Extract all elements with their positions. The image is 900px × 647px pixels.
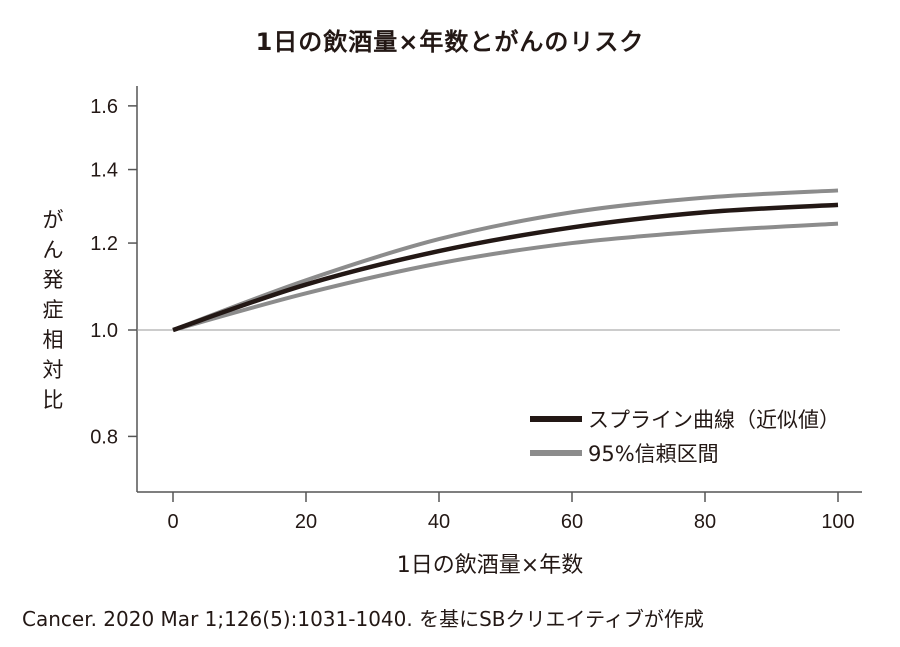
x-tick-label: 80 (694, 511, 716, 533)
y-ticks: 0.8 1.0 1.2 1.4 1.6 (90, 96, 137, 448)
legend: スプライン曲線（近似値） 95%信頼区間 (530, 402, 840, 470)
y-axis-label-char: 発 (42, 268, 64, 292)
curves (172, 188, 839, 333)
y-axis-label-char: が (42, 208, 64, 232)
y-tick-label: 1.0 (90, 320, 118, 342)
spline-curve (172, 202, 839, 333)
legend-swatch-ci (530, 450, 582, 456)
y-axis-label-char: 相 (42, 328, 64, 352)
x-tick-label: 60 (561, 511, 583, 533)
y-tick-label: 1.4 (90, 160, 118, 182)
x-axis-label: 1日の飲酒量×年数 (396, 553, 584, 578)
x-ticks: 0 20 40 60 80 100 (167, 492, 855, 533)
y-axis-label-char: ん (42, 238, 64, 262)
legend-label-ci: 95%信頼区間 (588, 442, 719, 466)
y-tick-label: 1.6 (90, 96, 118, 118)
x-tick-label: 0 (167, 511, 178, 533)
y-axis-label-char: 比 (42, 388, 64, 412)
x-tick-label: 100 (821, 511, 854, 533)
ci-lower-curve (172, 221, 839, 332)
y-tick-label: 0.8 (90, 426, 118, 448)
y-tick-label: 1.2 (90, 233, 118, 255)
y-axis-label-char: 症 (42, 298, 64, 322)
source-citation: Cancer. 2020 Mar 1;126(5):1031-1040. を基に… (22, 607, 704, 631)
legend-swatch-spline (530, 416, 582, 422)
x-tick-label: 20 (295, 511, 317, 533)
legend-label-spline: スプライン曲線（近似値） (588, 408, 840, 432)
y-axis-label: が ん 発 症 相 対 比 (38, 205, 68, 415)
ci-upper-curve (172, 188, 839, 332)
y-axis-label-char: 対 (42, 358, 64, 382)
chart-title: 1日の飲酒量×年数とがんのリスク (255, 28, 645, 56)
x-tick-label: 40 (428, 511, 450, 533)
legend-item-spline: スプライン曲線（近似値） (530, 402, 840, 436)
legend-item-ci: 95%信頼区間 (530, 436, 840, 470)
